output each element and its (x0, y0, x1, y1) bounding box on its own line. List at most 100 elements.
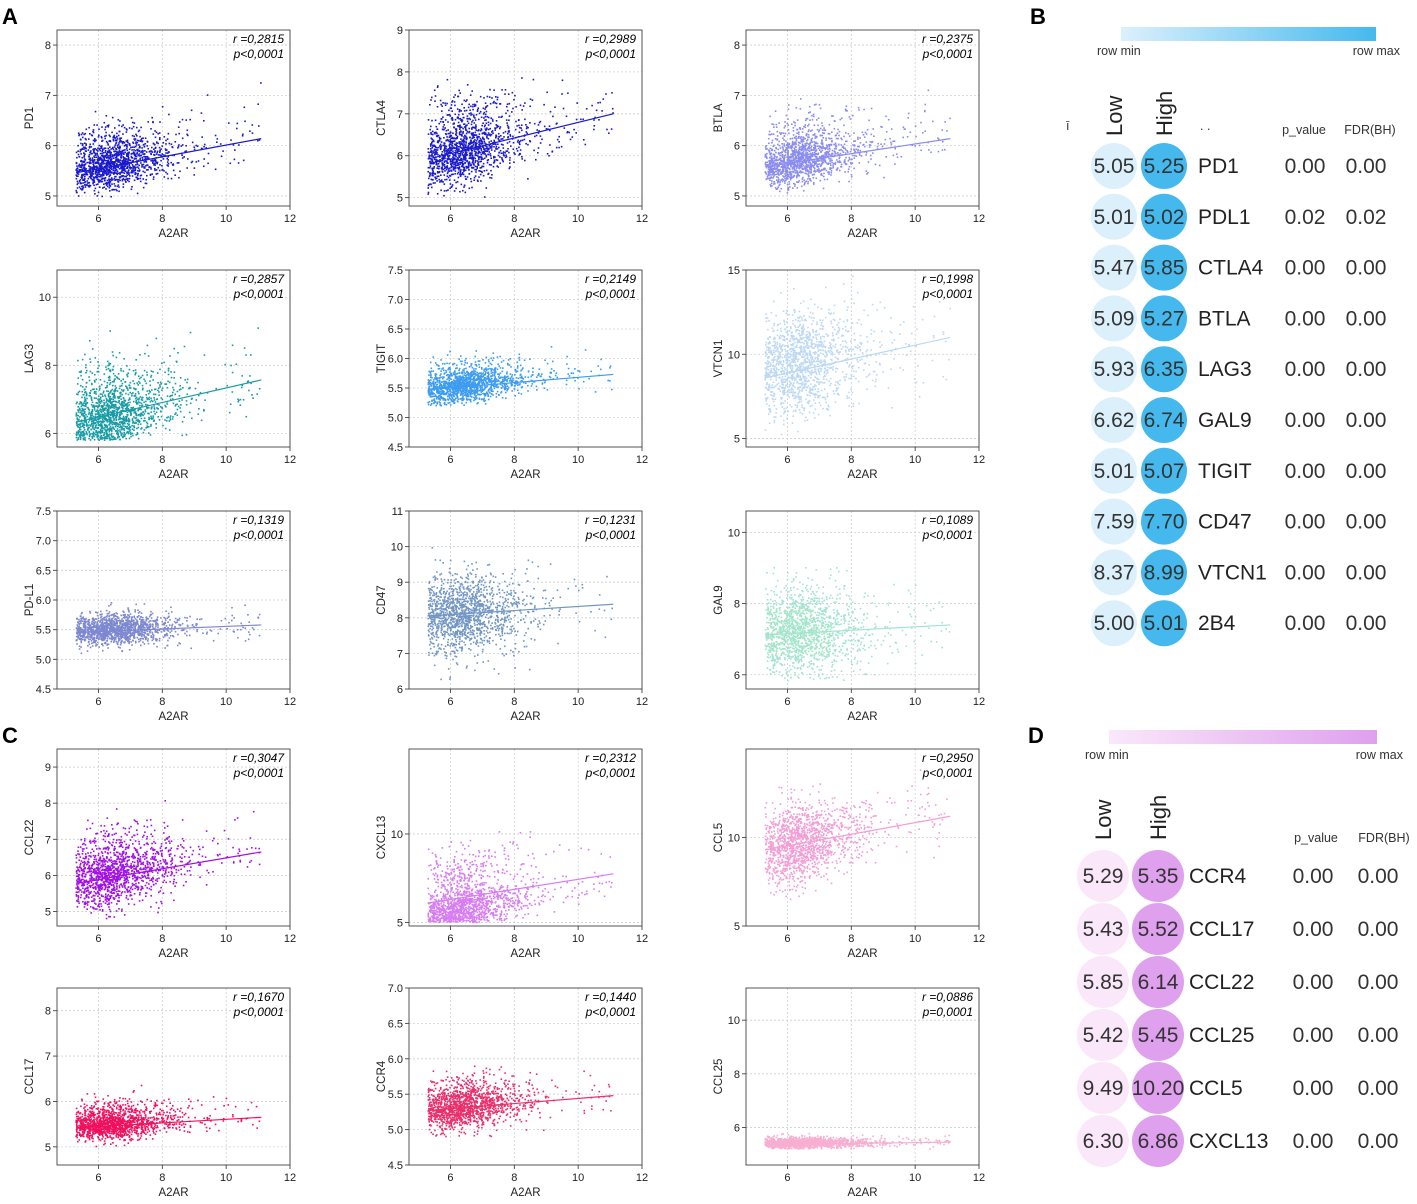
scatter-point (428, 155, 430, 158)
scatter-point (485, 147, 487, 150)
scatter-point (800, 147, 803, 150)
scatter-point (819, 146, 821, 149)
scatter-point (798, 131, 800, 133)
scatter-point (460, 173, 462, 176)
scatter-point (863, 108, 865, 111)
scatter-point (773, 161, 775, 164)
scatter-point (808, 129, 810, 131)
scatter-point (117, 151, 119, 154)
p-value-label: p<0,0001 (585, 47, 636, 61)
scatter-point (83, 166, 85, 168)
scatter-point (149, 173, 152, 176)
scatter-point (108, 182, 110, 185)
scatter-point (91, 420, 93, 423)
scatter-point (138, 139, 140, 142)
scatter-point (454, 104, 456, 107)
scatter-point (793, 165, 796, 168)
scatter-point (141, 147, 143, 149)
scatter-point (456, 158, 458, 161)
scatter-point (96, 370, 99, 373)
scatter-point (98, 389, 101, 391)
scatter-point (161, 153, 163, 155)
scatter-point (472, 160, 474, 162)
scatter-point (92, 418, 94, 420)
scatter-point (786, 183, 789, 186)
scatter-point (795, 143, 797, 146)
scatter-point (907, 112, 910, 115)
scatter-point (495, 135, 497, 138)
scatter-point (139, 145, 141, 148)
scatter-point (769, 184, 772, 186)
scatter-point (871, 141, 873, 144)
scatter-point (813, 183, 815, 185)
scatter-point (508, 130, 510, 132)
scatter-point (118, 150, 121, 152)
scatter-point (814, 150, 817, 153)
scatter-point (831, 149, 834, 152)
scatter-point (88, 176, 91, 178)
scatter-point (105, 169, 108, 171)
scatter-point (459, 153, 461, 155)
scatter-point (889, 137, 891, 140)
scatter-point (105, 162, 108, 164)
scatter-point (448, 109, 450, 112)
scatter-point (829, 168, 831, 170)
scatter-point (462, 160, 464, 162)
scatter-point (146, 145, 149, 147)
scatter-point (822, 175, 825, 178)
scatter-point (468, 117, 471, 120)
scatter-point (820, 150, 822, 153)
scatter-point (115, 157, 118, 159)
scatter-point (495, 124, 498, 126)
scatter-point (431, 141, 433, 144)
scatter-point (801, 128, 804, 130)
scatter-point (432, 133, 434, 136)
scatter-point (435, 125, 438, 128)
scatter-point (773, 163, 776, 166)
scatter-point (496, 98, 499, 101)
scatter-point (164, 148, 167, 150)
scatter-point (437, 146, 440, 149)
scatter-point (449, 187, 451, 190)
scatter-point (830, 143, 833, 146)
scatter-point (924, 110, 926, 113)
scatter-point (788, 161, 790, 164)
scatter-point (170, 177, 173, 180)
scatter-point (858, 153, 861, 155)
scatter-point (575, 132, 577, 134)
scatter-point (498, 136, 500, 138)
scatter-point (847, 168, 850, 170)
scatter-point (827, 132, 830, 135)
scatter-point (121, 167, 124, 170)
scatter-point (243, 106, 246, 109)
scatter-point (133, 146, 136, 148)
scatter-point (451, 160, 454, 163)
scatter-point (810, 172, 812, 174)
scatter-point (497, 125, 500, 128)
scatter-point (462, 189, 464, 192)
scatter-point (435, 158, 437, 161)
scatter-point (496, 124, 498, 127)
scatter-point (858, 145, 860, 148)
scatter-point (136, 162, 138, 164)
scatter-point (453, 158, 455, 161)
scatter-point (104, 395, 107, 398)
x-tick-label: 10 (909, 213, 921, 225)
scatter-point (125, 147, 128, 150)
scatter-point (456, 148, 459, 150)
scatter-point (792, 175, 794, 178)
scatter-point (167, 132, 170, 135)
scatter-point (466, 117, 468, 120)
scatter-point (239, 404, 242, 406)
scatter-point (938, 138, 940, 141)
scatter-point (104, 150, 107, 152)
scatter-point (96, 176, 98, 179)
correlation-r: r =0,2989 (585, 32, 636, 46)
scatter-point (765, 156, 768, 159)
scatter-point (135, 419, 138, 421)
scatter-point (81, 168, 84, 170)
scatter-point (507, 93, 510, 95)
scatter-point (100, 383, 103, 386)
scatter-point (100, 170, 103, 172)
scatter-point (810, 147, 812, 149)
